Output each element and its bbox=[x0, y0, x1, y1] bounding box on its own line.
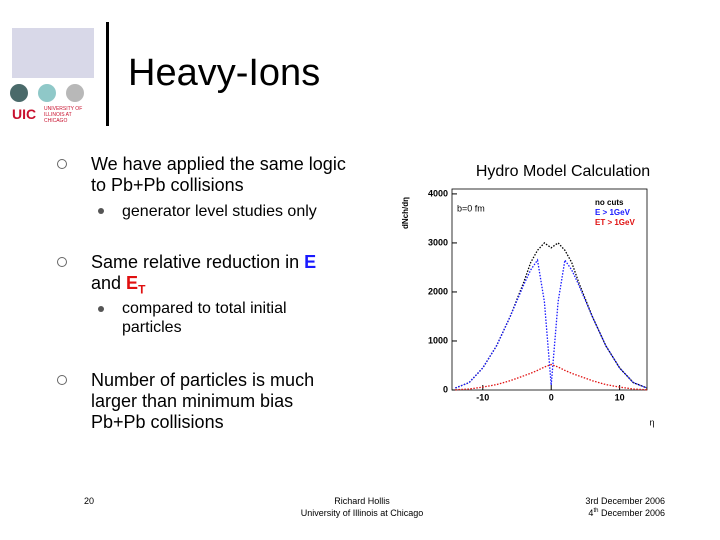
bullet-marker bbox=[98, 306, 104, 312]
logo-circle bbox=[38, 84, 56, 102]
text: th bbox=[593, 508, 599, 514]
logo-subtext: UNIVERSITY OF ILLINOIS AT CHICAGO bbox=[44, 106, 83, 124]
logo-circle bbox=[66, 84, 84, 102]
text: rd bbox=[590, 496, 599, 506]
y-tick-label: 0 bbox=[443, 384, 448, 394]
y-tick-label: 2000 bbox=[428, 286, 448, 296]
author: Richard Hollis bbox=[334, 496, 390, 506]
chart-title: Hydro Model Calculation bbox=[476, 163, 650, 180]
series-line bbox=[455, 363, 648, 391]
page-number: 20 bbox=[84, 496, 95, 506]
symbol: E bbox=[304, 252, 317, 272]
legend-label: ET > 1GeV bbox=[595, 218, 635, 227]
annotation: b=0 fm bbox=[457, 203, 485, 213]
subscript: T bbox=[138, 282, 146, 297]
logo-image bbox=[12, 28, 94, 78]
logo-text: UIC bbox=[12, 106, 37, 122]
plot-frame bbox=[451, 188, 648, 391]
text: Same relative reduction in bbox=[91, 252, 305, 272]
bullet-marker bbox=[98, 208, 104, 214]
date: 4th December 2006 bbox=[540, 508, 665, 518]
y-tick-label: 1000 bbox=[428, 335, 448, 345]
text: December 2006 bbox=[598, 508, 665, 518]
date: 3rd December 2006 bbox=[540, 496, 665, 506]
x-tick-label: 10 bbox=[615, 392, 625, 402]
text: and bbox=[91, 252, 322, 293]
title-rule bbox=[106, 22, 109, 126]
x-tick-label: -10 bbox=[476, 392, 489, 402]
bullet-text: Same relative reduction in E and ET bbox=[91, 252, 351, 301]
x-axis-label: η bbox=[649, 417, 654, 427]
sub-bullet-text: compared to total initial particles bbox=[122, 300, 287, 336]
series-line bbox=[455, 258, 648, 389]
bullet-marker bbox=[57, 375, 67, 385]
bullet-text: Number of particles is much larger than … bbox=[91, 370, 315, 432]
slide-title: Heavy-Ions bbox=[128, 52, 321, 94]
logo-circle bbox=[10, 84, 28, 102]
y-tick-label: 3000 bbox=[428, 237, 448, 247]
legend-label: no cuts bbox=[595, 198, 624, 207]
bullet-marker bbox=[57, 257, 67, 267]
sub-bullet-text: generator level studies only bbox=[122, 203, 317, 220]
text: 4 bbox=[588, 508, 594, 518]
bullet-text: We have applied the same logic to Pb+Pb … bbox=[91, 154, 346, 195]
institution: University of Illinois at Chicago bbox=[300, 508, 424, 518]
bullet-marker bbox=[57, 159, 67, 169]
legend-label: E > 1GeV bbox=[595, 208, 631, 217]
y-axis-label: dNch/dη bbox=[401, 197, 410, 229]
text: December 2006 bbox=[598, 496, 665, 506]
y-tick-label: 4000 bbox=[428, 188, 448, 198]
text: 3 bbox=[585, 496, 591, 506]
x-tick-label: 0 bbox=[549, 392, 554, 402]
symbol: E bbox=[126, 273, 139, 293]
